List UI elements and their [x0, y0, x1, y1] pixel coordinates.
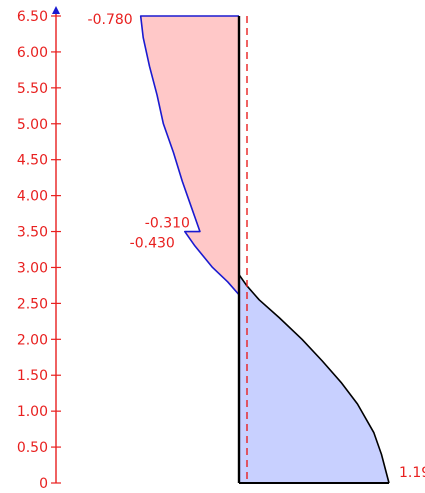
y-tick-label: 2.00 — [17, 332, 48, 348]
y-tick-label: 0.50 — [17, 440, 48, 456]
diagram-fills — [139, 15, 390, 484]
y-tick-label: 0 — [39, 476, 48, 492]
y-tick-label: 1.50 — [17, 368, 48, 384]
y-tick-label: 1.00 — [17, 404, 48, 420]
y-tick-label: 2.50 — [17, 296, 48, 312]
y-axis-arrow-icon — [52, 6, 60, 14]
member-lines — [237, 16, 389, 484]
y-tick-label: 6.00 — [17, 45, 48, 61]
y-axis: 0 0.50 1.00 1.50 2.00 2.50 3.00 3.50 4.00 4.50 5.0… — [17, 6, 61, 492]
diagram-region-1 — [140, 16, 239, 295]
annotation-label: -0.780 — [88, 12, 133, 28]
annotation-label: -0.430 — [130, 236, 175, 252]
y-tick-label: 5.50 — [17, 81, 48, 97]
annotation-label: -0.310 — [145, 216, 190, 232]
y-tick-label: 3.00 — [17, 260, 48, 276]
diagram-outline-1 — [139, 15, 240, 296]
diagram-outline-2 — [238, 274, 390, 484]
diagram-region-2 — [239, 274, 389, 483]
y-tick-label: 4.00 — [17, 189, 48, 205]
annotation-labels: -0.780 -0.310 -0.430 1.19 — [88, 12, 425, 481]
annotation-label: 1.19 — [399, 465, 425, 481]
y-tick-label: 5.00 — [17, 117, 48, 133]
y-tick-label: 3.50 — [17, 225, 48, 241]
y-tick-label: 6.50 — [17, 9, 48, 25]
y-tick-label: 4.50 — [17, 153, 48, 169]
